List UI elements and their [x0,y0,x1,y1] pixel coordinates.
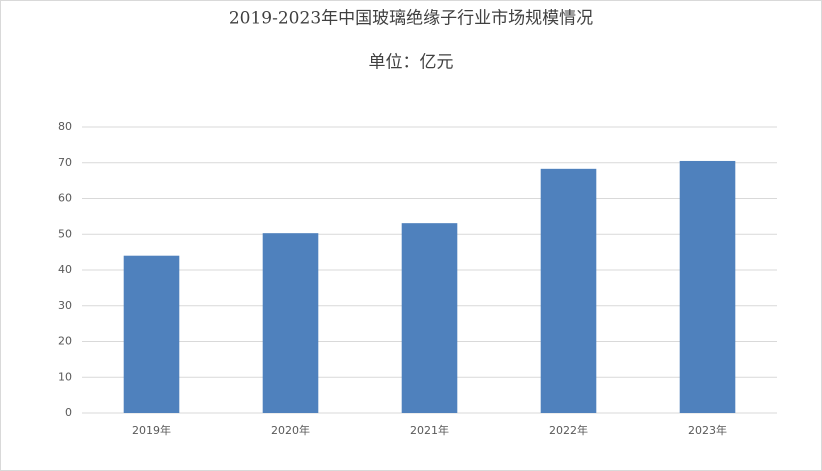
y-tick-label: 10 [58,370,72,383]
y-tick-label: 60 [58,192,72,205]
y-tick-label: 80 [58,120,72,133]
x-tick-label: 2023年 [688,423,727,437]
y-tick-label: 20 [58,335,72,348]
x-tick-label: 2021年 [410,423,449,437]
x-tick-label: 2019年 [132,423,171,437]
bar [540,168,597,413]
x-tick-label: 2022年 [549,423,588,437]
chart-title: 2019-2023年中国玻璃绝缘子行业市场规模情况 [229,9,593,29]
bar [262,233,319,413]
chart-subtitle: 单位：亿元 [369,53,454,73]
y-tick-label: 50 [58,227,72,240]
y-tick-label: 0 [65,406,72,419]
y-tick-label: 70 [58,156,72,169]
y-tick-label: 40 [58,263,72,276]
x-tick-label: 2020年 [271,423,310,437]
bar [123,255,180,413]
y-tick-label: 30 [58,299,72,312]
bar [401,223,458,413]
bar [679,160,736,413]
